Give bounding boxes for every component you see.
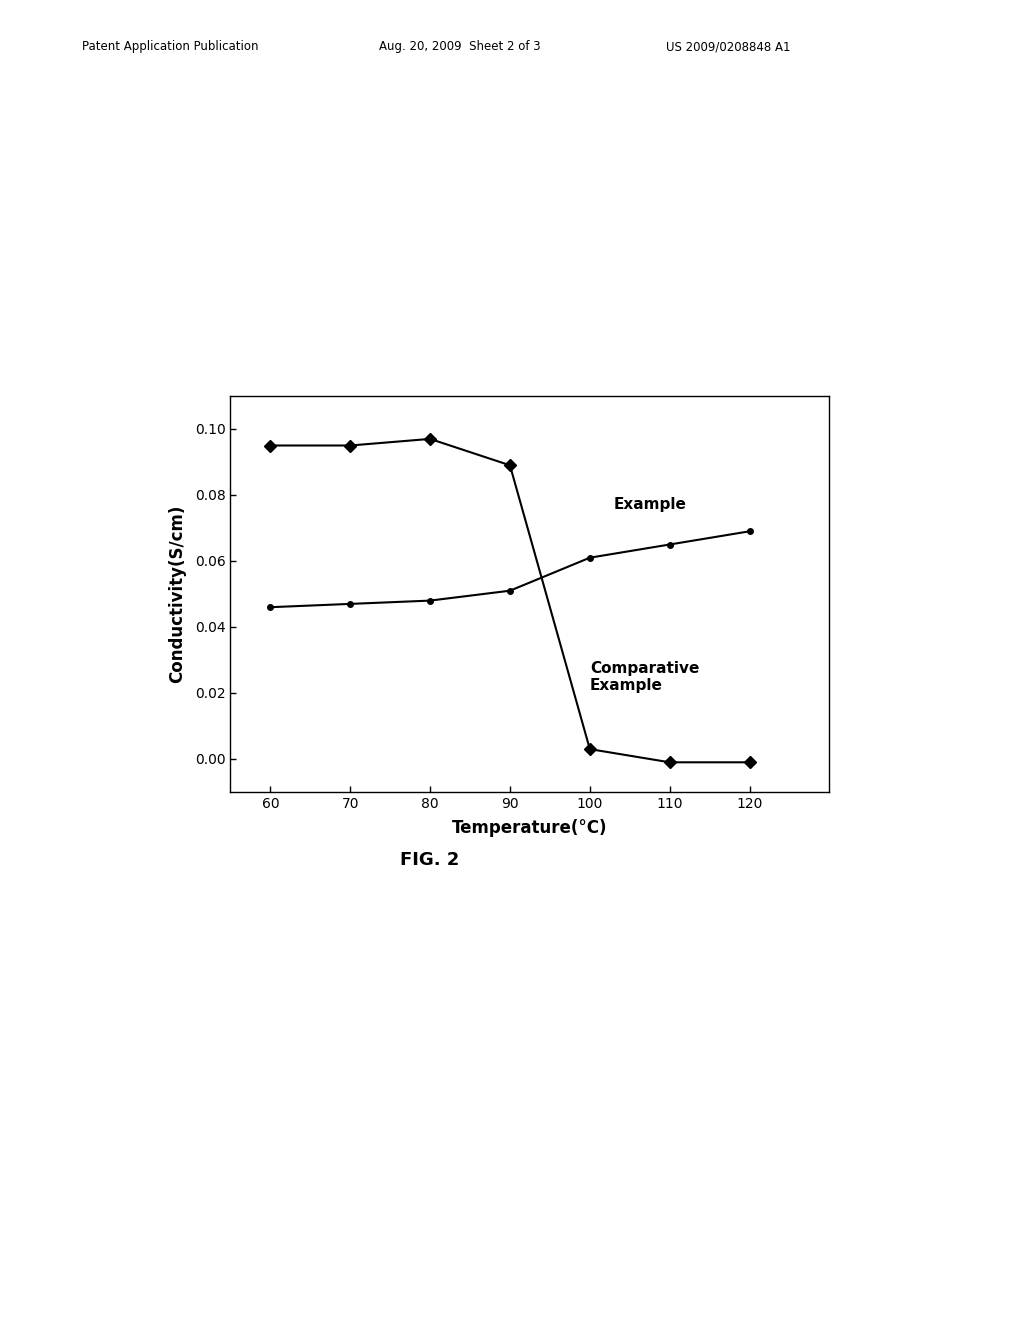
Y-axis label: Conductivity(S/cm): Conductivity(S/cm)	[169, 504, 186, 684]
X-axis label: Temperature(°C): Temperature(°C)	[453, 820, 607, 837]
Text: US 2009/0208848 A1: US 2009/0208848 A1	[666, 40, 791, 53]
Text: Patent Application Publication: Patent Application Publication	[82, 40, 258, 53]
Text: Comparative
Example: Comparative Example	[590, 660, 699, 693]
Text: Aug. 20, 2009  Sheet 2 of 3: Aug. 20, 2009 Sheet 2 of 3	[379, 40, 541, 53]
Text: Example: Example	[613, 496, 687, 512]
Text: FIG. 2: FIG. 2	[400, 850, 460, 869]
